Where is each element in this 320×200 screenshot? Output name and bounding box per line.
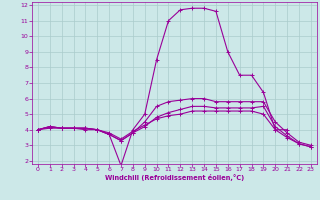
X-axis label: Windchill (Refroidissement éolien,°C): Windchill (Refroidissement éolien,°C) <box>105 174 244 181</box>
